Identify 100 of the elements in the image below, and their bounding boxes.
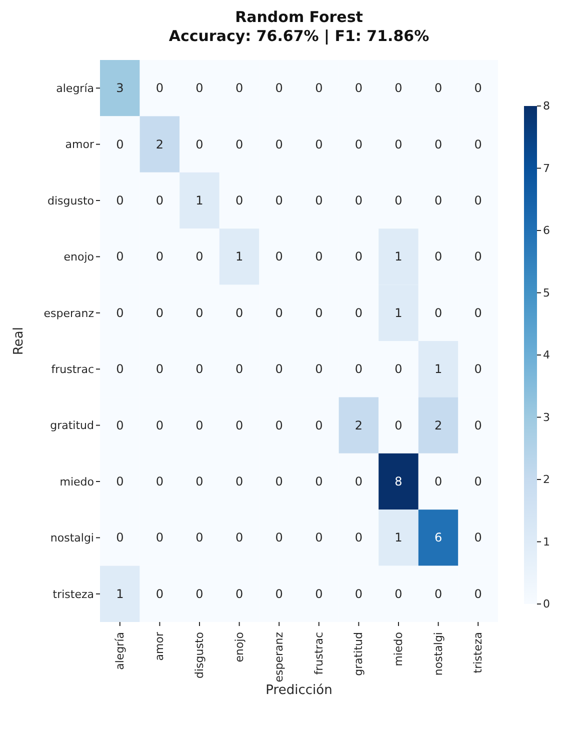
data-label: 0 (235, 81, 244, 96)
data-label: 0 (235, 474, 244, 488)
data-label: 0 (434, 250, 442, 264)
y-tick-label: amor (65, 138, 94, 152)
data-label: 0 (354, 306, 363, 320)
data-label: 0 (434, 137, 442, 152)
data-label: 0 (116, 474, 124, 488)
data-label: 8 (394, 474, 402, 488)
data-label: 0 (235, 418, 244, 432)
data-label: 0 (275, 530, 283, 545)
data-label: 0 (116, 194, 124, 208)
data-label: 0 (354, 137, 363, 152)
data-label: 0 (196, 418, 204, 432)
x-tick-label: esperanz (272, 632, 286, 682)
chart-title: Random Forest (234, 8, 364, 27)
data-label: 0 (275, 474, 283, 488)
data-label: 0 (315, 474, 323, 488)
data-label: 0 (474, 137, 482, 152)
data-label: 0 (116, 530, 124, 545)
data-label: 0 (474, 418, 482, 432)
data-label: 0 (275, 306, 283, 320)
data-label: 0 (315, 194, 323, 208)
data-label: 0 (354, 194, 363, 208)
y-tick-label: gratitud (50, 419, 94, 432)
data-label: 0 (354, 250, 363, 264)
data-label: 0 (275, 137, 283, 152)
y-tick-label: disgusto (48, 194, 94, 208)
data-label: 0 (116, 418, 124, 432)
x-tick-label: enojo (232, 632, 246, 662)
color-bar-label: 0 (543, 598, 550, 610)
data-label: 0 (315, 137, 323, 152)
data-label: 1 (394, 306, 402, 320)
data-label: 0 (275, 418, 283, 432)
data-label: 0 (156, 586, 164, 601)
x-tick-label: disgusto (193, 632, 206, 678)
data-label: 0 (394, 194, 402, 208)
y-tick-label: frustrac (51, 363, 94, 376)
data-label: 0 (275, 586, 283, 601)
data-label: 0 (156, 194, 164, 208)
data-label: 0 (434, 194, 442, 208)
data-label: 0 (354, 530, 363, 545)
data-label: 1 (116, 586, 124, 601)
data-label: 0 (116, 306, 124, 320)
x-tick-label: miedo (392, 632, 405, 666)
x-tick-label: nostalgi (432, 632, 445, 676)
data-label: 0 (235, 530, 244, 545)
data-label: 0 (275, 81, 283, 96)
color-bar-label: 2 (543, 473, 550, 486)
data-label: 0 (275, 362, 283, 376)
color-bar-label: 6 (543, 224, 550, 237)
data-label: 0 (116, 137, 124, 152)
data-label: 0 (275, 250, 283, 264)
data-label: 0 (156, 81, 164, 96)
x-tick-label: tristeza (472, 632, 485, 674)
data-label: 0 (196, 586, 204, 601)
data-label: 0 (196, 137, 204, 152)
color-bar-label: 3 (543, 410, 550, 424)
data-label: 0 (394, 418, 402, 432)
data-label: 0 (315, 362, 323, 376)
color-bar-label: 8 (543, 100, 550, 112)
data-label: 2 (434, 418, 442, 432)
data-label: 0 (196, 530, 204, 545)
data-label: 0 (474, 250, 482, 264)
data-label: 0 (156, 474, 164, 488)
data-label: 2 (156, 137, 164, 152)
y-axis-title: Real (12, 326, 27, 356)
data-label: 0 (354, 362, 363, 376)
data-label: 0 (474, 362, 482, 376)
data-label: 0 (394, 362, 402, 376)
data-label: 0 (394, 137, 402, 152)
data-label: 0 (196, 474, 204, 488)
y-tick-label: esperanz (44, 306, 94, 320)
data-label: 0 (474, 81, 482, 96)
data-label: 0 (275, 194, 283, 208)
data-label: 0 (156, 530, 164, 545)
data-label: 0 (116, 250, 124, 264)
data-label: 0 (116, 362, 124, 376)
y-tick-label: miedo (60, 475, 94, 488)
data-label: 2 (354, 418, 363, 432)
data-label: 0 (156, 362, 164, 376)
chart-subtitle: Accuracy: 76.67% | F1: 71.86% (168, 27, 430, 46)
y-tick-label: alegría (56, 82, 94, 96)
data-label: 0 (235, 137, 244, 152)
data-label: 3 (116, 81, 124, 96)
data-label: 0 (196, 362, 204, 376)
color-bar-label: 5 (543, 286, 550, 300)
color-bar-label: 4 (543, 348, 550, 362)
data-label: 1 (394, 250, 402, 264)
data-label: 0 (315, 530, 323, 545)
x-tick-label: frustrac (312, 632, 326, 675)
data-label: 0 (196, 81, 204, 96)
data-label: 0 (156, 250, 164, 264)
data-label: 0 (354, 474, 363, 488)
data-label: 0 (474, 586, 482, 601)
data-label: 0 (474, 474, 482, 488)
y-tick-label: tristeza (52, 588, 94, 601)
x-tick-label: gratitud (352, 632, 366, 676)
data-label: 0 (315, 250, 323, 264)
data-label: 0 (235, 306, 244, 320)
data-label: 0 (434, 81, 442, 96)
